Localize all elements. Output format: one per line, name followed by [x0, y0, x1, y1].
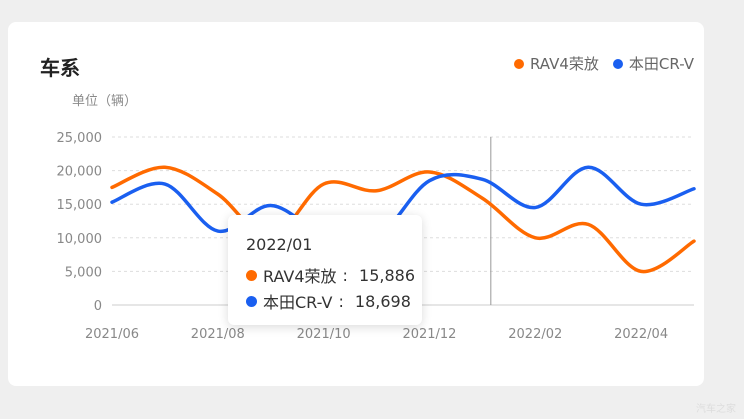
x-tick-label: 2021/08 — [191, 327, 245, 342]
y-tick-label: 15,000 — [57, 198, 103, 213]
legend-item-crv[interactable]: 本田CR-V — [612, 53, 694, 74]
legend-dot-rav4 — [513, 58, 524, 69]
y-tick-label: 20,000 — [57, 165, 103, 180]
tooltip-row-rav4: RAV4荣放: 15,886 — [246, 263, 415, 287]
tooltip-value: 15,886 — [359, 265, 415, 285]
tooltip-series-name: RAV4荣放 — [263, 267, 337, 286]
tooltip-series-name: 本田CR-V — [263, 293, 333, 312]
y-axis-ticks: 25,000 20,000 15,000 10,000 5,000 0 — [57, 131, 103, 314]
chart-title: 车系 — [40, 56, 80, 80]
series-line-rav4 — [110, 165, 696, 274]
legend-item-rav4[interactable]: RAV4荣放 — [513, 53, 599, 74]
x-tick-label: 2021/10 — [297, 327, 351, 342]
tooltip: 2022/01 RAV4荣放: 15,886 本田CR-V: 18,698 — [228, 215, 422, 325]
y-tick-label: 10,000 — [57, 232, 103, 247]
tooltip-sep: : — [342, 265, 354, 285]
x-tick-label: 2021/06 — [85, 327, 139, 342]
x-tick-label: 2021/12 — [402, 327, 456, 342]
tooltip-dot-crv — [246, 295, 257, 307]
x-axis-ticks: 2021/06 2021/08 2021/10 2021/12 2022/02 2022/… — [85, 327, 668, 342]
legend-label-rav4: RAV4荣放 — [529, 55, 599, 73]
unit-label: 单位（辆） — [72, 94, 138, 109]
x-tick-label: 2022/02 — [508, 327, 562, 342]
tooltip-value: 18,698 — [354, 291, 411, 311]
y-tick-label: 5,000 — [65, 265, 102, 280]
legend-dot-crv — [612, 58, 623, 69]
series-line-crv — [110, 165, 696, 244]
tooltip-dot-rav4 — [246, 269, 257, 281]
x-tick-label: 2022/04 — [614, 327, 668, 342]
tooltip-sep: : — [338, 291, 349, 311]
tooltip-row-crv: 本田CR-V: 18,698 — [246, 289, 411, 313]
y-tick-label: 0 — [94, 299, 102, 314]
y-tick-label: 25,000 — [57, 131, 103, 146]
series-lines — [110, 165, 696, 274]
legend: RAV4荣放 本田CR-V — [513, 53, 694, 74]
watermark: 汽车之家 — [696, 404, 736, 415]
tooltip-date: 2022/01 — [246, 235, 313, 254]
legend-label-crv: 本田CR-V — [628, 55, 694, 73]
